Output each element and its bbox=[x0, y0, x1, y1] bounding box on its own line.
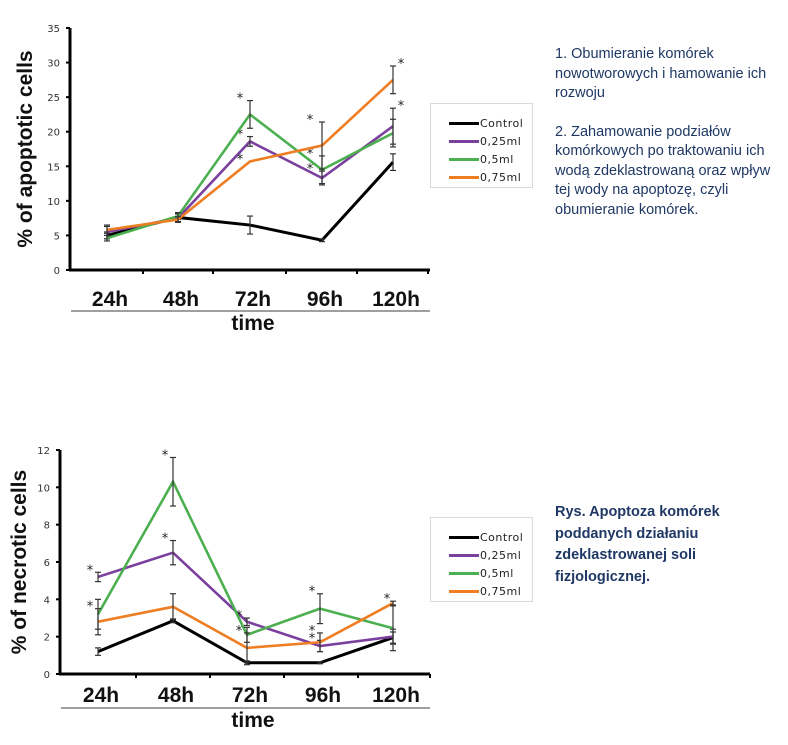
significance-marker: * bbox=[237, 128, 244, 143]
legend-swatch bbox=[449, 571, 479, 575]
significance-marker: * bbox=[384, 592, 391, 607]
legend-swatch bbox=[449, 139, 479, 143]
legend-swatch bbox=[449, 553, 479, 557]
significance-marker: * bbox=[87, 600, 94, 615]
x-tick-label: 96h bbox=[305, 684, 341, 707]
significance-marker: * bbox=[307, 162, 314, 177]
significance-marker: * bbox=[307, 147, 314, 162]
x-axis-title: time bbox=[231, 312, 274, 335]
y-tick-label: 2 bbox=[44, 633, 50, 644]
note-point-2: 2. Zahamowanie podziałów komórkowych po … bbox=[555, 123, 771, 218]
significance-marker: * bbox=[398, 99, 405, 114]
legend-apoptotic: Control 0,25ml 0,5ml 0,75ml bbox=[430, 103, 533, 188]
y-tick-label: 4 bbox=[44, 595, 50, 606]
y-tick-label: 10 bbox=[47, 197, 60, 208]
y-tick-label: 30 bbox=[47, 59, 60, 70]
legend-label: 0,5ml bbox=[480, 566, 514, 580]
significance-marker: * bbox=[236, 624, 243, 639]
y-tick-label: 10 bbox=[37, 483, 50, 494]
significance-marker: * bbox=[309, 631, 316, 646]
x-tick-label: 120h bbox=[372, 288, 420, 311]
legend-label: Control bbox=[480, 116, 524, 130]
x-tick-label: 48h bbox=[158, 684, 194, 707]
significance-marker: * bbox=[309, 624, 316, 639]
legend-label: 0,25ml bbox=[480, 134, 522, 148]
y-tick-label: 25 bbox=[47, 93, 60, 104]
y-tick-label: 35 bbox=[47, 24, 60, 35]
significance-marker: * bbox=[309, 585, 316, 600]
significance-marker: * bbox=[307, 113, 314, 128]
legend-swatch bbox=[449, 175, 479, 179]
legend-swatch bbox=[449, 535, 479, 539]
y-tick-label: 12 bbox=[37, 446, 50, 457]
legend-label: Control bbox=[480, 530, 524, 544]
significance-marker: * bbox=[398, 57, 405, 72]
legend-necrotic: Control 0,25ml 0,5ml 0,75ml bbox=[430, 517, 533, 602]
legend-label: 0,75ml bbox=[480, 584, 522, 598]
significance-marker: * bbox=[237, 152, 244, 167]
x-tick-label: 120h bbox=[372, 684, 420, 707]
y-tick-label: 5 bbox=[54, 231, 60, 242]
legend-swatch bbox=[449, 157, 479, 161]
legend-item: Control bbox=[449, 528, 532, 546]
legend-swatch bbox=[449, 121, 479, 125]
series-0-75ml: *** bbox=[104, 57, 405, 234]
legend-label: 0,75ml bbox=[480, 170, 522, 184]
legend-item: 0,75ml bbox=[449, 582, 532, 600]
significance-marker: * bbox=[162, 448, 169, 463]
x-tick-label: 24h bbox=[92, 288, 128, 311]
legend-item: 0,25ml bbox=[449, 546, 532, 564]
note-point-1: 1. Obumieranie komórek nowotworowych i h… bbox=[555, 46, 767, 101]
y-axis-title: % of necrotic cells bbox=[8, 470, 31, 654]
x-tick-label: 96h bbox=[307, 288, 343, 311]
notes-text: 1. Obumieranie komórek nowotworowych i h… bbox=[555, 45, 785, 239]
x-tick-label: 72h bbox=[232, 684, 268, 707]
significance-marker: * bbox=[237, 92, 244, 107]
x-axis-title: time bbox=[231, 709, 274, 732]
series-0-75ml: ** ** bbox=[87, 592, 396, 664]
legend-item: 0,5ml bbox=[449, 150, 532, 168]
legend-item: 0,75ml bbox=[449, 168, 532, 186]
y-tick-label: 6 bbox=[44, 558, 50, 569]
significance-marker: * bbox=[87, 563, 94, 578]
x-tick-label: 72h bbox=[235, 288, 271, 311]
legend-label: 0,5ml bbox=[480, 152, 514, 166]
figure-caption: Rys. Apoptoza komórek poddanych działani… bbox=[555, 504, 720, 585]
x-tick-label: 48h bbox=[163, 288, 199, 311]
series-control bbox=[104, 153, 396, 243]
legend-item: Control bbox=[449, 114, 532, 132]
y-axis-title: % of apoptotic cells bbox=[14, 50, 37, 247]
legend-label: 0,25ml bbox=[480, 548, 522, 562]
y-tick-label: 20 bbox=[47, 128, 60, 139]
legend-swatch bbox=[449, 589, 479, 593]
y-tick-label: 15 bbox=[47, 162, 60, 173]
significance-marker: * bbox=[162, 532, 169, 547]
legend-item: 0,5ml bbox=[449, 564, 532, 582]
y-tick-label: 0 bbox=[44, 670, 50, 681]
y-tick-label: 0 bbox=[54, 266, 60, 277]
x-tick-label: 24h bbox=[83, 684, 119, 707]
apoptotic-cells-chart: 0 5 10 15 20 25 30 35 24h 48h 72h 96h 120h time % of a… bbox=[14, 24, 430, 335]
legend-item: 0,25ml bbox=[449, 132, 532, 150]
series-0-25ml: *** bbox=[104, 99, 405, 240]
y-tick-label: 8 bbox=[44, 521, 50, 532]
necrotic-cells-chart: 0 2 4 6 8 10 12 24h 48h 72h 96h 120h time % of necrot… bbox=[8, 446, 431, 732]
